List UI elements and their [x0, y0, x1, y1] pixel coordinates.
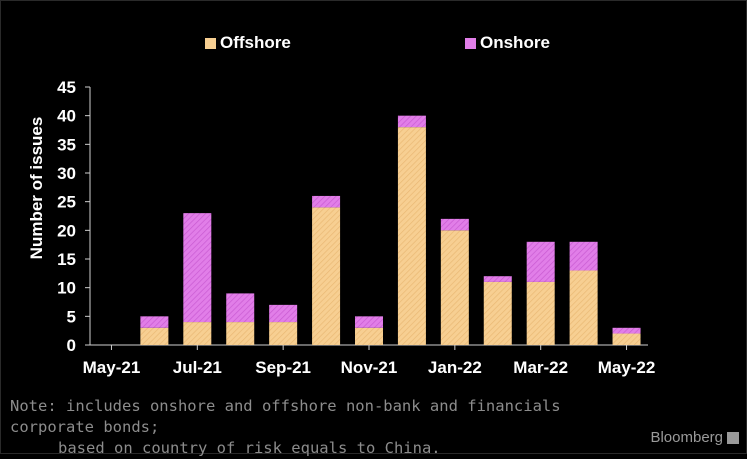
- bar-onshore-apr-22: [569, 241, 598, 271]
- bar-offshore-may-22: [612, 333, 641, 345]
- legend-item-offshore: Offshore: [205, 33, 291, 53]
- y-tick-label: 30: [57, 164, 76, 183]
- bar-offshore-feb-22: [483, 281, 512, 345]
- bar-onshore-may-22: [612, 327, 641, 334]
- legend-swatch-onshore: [465, 37, 476, 49]
- legend-swatch-offshore: [205, 37, 216, 49]
- y-tick-label: 45: [57, 78, 76, 97]
- footnote-line-1: Note: includes onshore and offshore non-…: [10, 397, 561, 436]
- x-tick-label: Jul-21: [173, 358, 222, 377]
- footnote-line-2: based on country of risk equals to China…: [58, 439, 441, 457]
- x-tick-label: Sep-21: [255, 358, 311, 377]
- bar-offshore-nov-21: [355, 327, 383, 345]
- x-tick-label: May-22: [598, 358, 656, 377]
- brand-text: Bloomberg: [650, 429, 723, 446]
- bar-offshore-sep-21: [269, 322, 298, 345]
- bar-onshore-jun-21: [140, 316, 169, 328]
- bar-offshore-jan-22: [440, 230, 469, 345]
- bar-offshore-aug-21: [226, 322, 255, 345]
- bars: [140, 115, 641, 345]
- x-tick-label: Jan-22: [428, 358, 482, 377]
- y-axis: 0 5 10 15 20 25 30 35 40 45: [57, 78, 91, 355]
- bar-offshore-dec-21: [397, 127, 426, 345]
- y-tick-label: 0: [67, 336, 76, 355]
- y-tick-label: 35: [57, 135, 76, 154]
- legend-label-offshore: Offshore: [220, 33, 291, 52]
- bar-offshore-apr-22: [569, 270, 598, 345]
- y-tick-label: 5: [67, 307, 76, 326]
- y-tick-label: 40: [57, 107, 76, 126]
- bar-onshore-aug-21: [226, 293, 255, 323]
- y-tick-label: 15: [57, 250, 76, 269]
- bloomberg-terminal-icon: [727, 431, 739, 444]
- y-tick-label: 20: [57, 221, 76, 240]
- bar-onshore-mar-22: [526, 241, 555, 282]
- footnote: Note: includes onshore and offshore non-…: [10, 396, 650, 459]
- bar-onshore-oct-21: [312, 195, 341, 208]
- y-axis-label: Number of issues: [27, 117, 46, 260]
- bar-onshore-dec-21: [397, 115, 426, 128]
- bar-offshore-jun-21: [140, 327, 169, 345]
- legend-item-onshore: Onshore: [465, 33, 550, 53]
- y-tick-label: 10: [57, 279, 76, 298]
- bar-onshore-nov-21: [355, 316, 383, 328]
- bar-offshore-mar-22: [526, 281, 555, 345]
- bloomberg-logo: Bloomberg: [650, 429, 739, 446]
- x-tick-label: Nov-21: [341, 358, 398, 377]
- x-tick-label: May-21: [83, 358, 141, 377]
- bar-offshore-jul-21: [183, 322, 212, 345]
- legend-label-onshore: Onshore: [480, 33, 550, 52]
- bar-offshore-oct-21: [312, 207, 341, 345]
- x-tick-label: Mar-22: [513, 358, 568, 377]
- bar-onshore-jul-21: [183, 213, 212, 323]
- bar-onshore-sep-21: [269, 304, 298, 323]
- bar-onshore-feb-22: [483, 276, 512, 282]
- bar-onshore-jan-22: [440, 218, 469, 231]
- y-tick-label: 25: [57, 193, 76, 212]
- x-axis: May-21 Jul-21 Sep-21 Nov-21 Jan-22 Mar-22 May-…: [83, 344, 656, 377]
